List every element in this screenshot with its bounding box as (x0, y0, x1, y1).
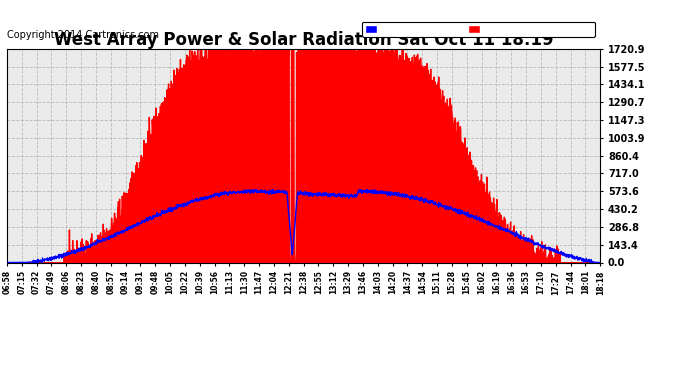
Title: West Array Power & Solar Radiation Sat Oct 11 18:19: West Array Power & Solar Radiation Sat O… (54, 31, 553, 49)
Legend: Radiation (w/m2), West Array (DC Watts): Radiation (w/m2), West Array (DC Watts) (362, 21, 595, 38)
Text: Copyright 2014 Cartronics.com: Copyright 2014 Cartronics.com (7, 30, 159, 40)
